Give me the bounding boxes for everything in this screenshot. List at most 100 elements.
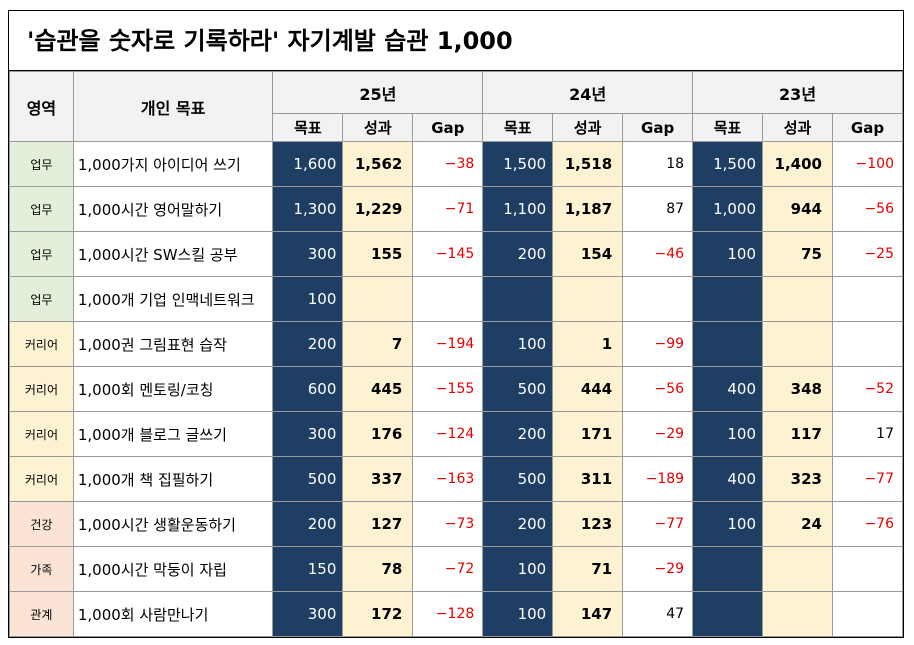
target-cell-y25: 500 — [272, 456, 344, 502]
target-cell-y23 — [692, 276, 764, 322]
table-row: 관계 1,000회 사람만나기 300 172 −128 100 147 47 — [9, 591, 904, 637]
area-cell: 커리어 — [9, 456, 74, 502]
header-gap: Gap — [831, 113, 904, 142]
table-row: 업무 1,000시간 SW스킬 공부 300 155 −145 200 154 −46 100 7… — [9, 231, 904, 277]
gap-cell-y25: −72 — [412, 546, 484, 592]
result-cell-y25: 155 — [342, 231, 414, 277]
target-cell-y24: 200 — [482, 231, 554, 277]
area-cell: 업무 — [9, 141, 74, 187]
header-gap: Gap — [412, 113, 484, 142]
goal-cell: 1,000시간 SW스킬 공부 — [72, 231, 274, 277]
target-cell-y23: 1,000 — [692, 186, 764, 232]
result-cell-y23: 944 — [762, 186, 833, 232]
result-cell-y25: 7 — [342, 321, 414, 367]
area-cell: 건강 — [9, 501, 74, 547]
target-cell-y23: 100 — [692, 231, 764, 277]
result-cell-y24: 311 — [552, 456, 624, 502]
goal-cell: 1,000시간 생활운동하기 — [72, 501, 274, 547]
result-cell-y25: 1,229 — [342, 186, 414, 232]
gap-cell-y24: −29 — [622, 546, 694, 592]
result-cell-y23 — [762, 276, 833, 322]
header-goal: 개인 목표 — [72, 71, 274, 142]
target-cell-y24: 100 — [482, 546, 554, 592]
result-cell-y25: 78 — [342, 546, 414, 592]
header-year-25: 25년 — [272, 71, 484, 114]
goal-cell: 1,000회 멘토링/코칭 — [72, 366, 274, 412]
result-cell-y24: 147 — [552, 591, 624, 637]
header-result: 성과 — [552, 113, 624, 142]
header-year-23: 23년 — [692, 71, 903, 114]
area-cell: 업무 — [9, 231, 74, 277]
target-cell-y24: 1,100 — [482, 186, 554, 232]
gap-cell-y24 — [622, 276, 694, 322]
table-row: 커리어 1,000개 블로그 글쓰기 300 176 −124 200 171 −29 100 1… — [9, 411, 904, 457]
result-cell-y25: 1,562 — [342, 141, 414, 187]
result-cell-y25: 337 — [342, 456, 414, 502]
area-cell: 업무 — [9, 186, 74, 232]
result-cell-y24: 171 — [552, 411, 624, 457]
target-cell-y23 — [692, 321, 764, 367]
gap-cell-y25: −194 — [412, 321, 484, 367]
area-cell: 커리어 — [9, 411, 74, 457]
gap-cell-y25: −38 — [412, 141, 484, 187]
area-cell: 가족 — [9, 546, 74, 592]
target-cell-y23 — [692, 591, 764, 637]
gap-cell-y24: 47 — [622, 591, 694, 637]
gap-cell-y24: −29 — [622, 411, 694, 457]
area-cell: 커리어 — [9, 366, 74, 412]
table-row: 커리어 1,000개 책 집필하기 500 337 −163 500 311 −189 400 3… — [9, 456, 904, 502]
gap-cell-y25: −155 — [412, 366, 484, 412]
target-cell-y25: 600 — [272, 366, 344, 412]
target-cell-y23: 100 — [692, 501, 764, 547]
table-row: 건강 1,000시간 생활운동하기 200 127 −73 200 123 −77 100 24−… — [9, 501, 904, 547]
table-row: 커리어 1,000권 그림표현 습작 200 7 −194 100 1 −99 — [9, 321, 904, 367]
result-cell-y24: 154 — [552, 231, 624, 277]
target-cell-y23: 400 — [692, 366, 764, 412]
target-cell-y25: 150 — [272, 546, 344, 592]
gap-cell-y24: −46 — [622, 231, 694, 277]
table-row: 가족 1,000시간 막둥이 자립 150 78 −72 100 71 −29 — [9, 546, 904, 592]
gap-cell-y25: −124 — [412, 411, 484, 457]
target-cell-y24: 200 — [482, 501, 554, 547]
result-cell-y23: 323 — [762, 456, 833, 502]
result-cell-y25: 176 — [342, 411, 414, 457]
header-area: 영역 — [9, 71, 74, 142]
goal-cell: 1,000개 책 집필하기 — [72, 456, 274, 502]
result-cell-y24: 71 — [552, 546, 624, 592]
table-row: 업무 1,000개 기업 인맥네트워크 100 — [9, 276, 904, 322]
gap-cell-y23 — [831, 321, 904, 367]
goal-cell: 1,000권 그림표현 습작 — [72, 321, 274, 367]
header-result: 성과 — [762, 113, 833, 142]
area-cell: 커리어 — [9, 321, 74, 367]
target-cell-y25: 200 — [272, 321, 344, 367]
goal-cell: 1,000개 블로그 글쓰기 — [72, 411, 274, 457]
header-row-years: 영역 개인 목표 25년 24년 23년 — [9, 71, 903, 142]
gap-cell-y25: −163 — [412, 456, 484, 502]
gap-cell-y25 — [412, 276, 484, 322]
gap-cell-y23: −52 — [831, 366, 904, 412]
target-cell-y25: 1,600 — [272, 141, 344, 187]
result-cell-y24: 444 — [552, 366, 624, 412]
gap-cell-y25: −73 — [412, 501, 484, 547]
gap-cell-y24: −77 — [622, 501, 694, 547]
area-cell: 업무 — [9, 276, 74, 322]
header-target: 목표 — [272, 113, 344, 142]
habit-sheet: '습관을 숫자로 기록하라' 자기계발 습관 1,000 영역 개인 목표 25… — [8, 10, 904, 638]
target-cell-y24: 100 — [482, 321, 554, 367]
target-cell-y25: 200 — [272, 501, 344, 547]
header-year-24: 24년 — [482, 71, 694, 114]
goal-cell: 1,000회 사람만나기 — [72, 591, 274, 637]
result-cell-y25: 127 — [342, 501, 414, 547]
result-cell-y25: 445 — [342, 366, 414, 412]
gap-cell-y25: −71 — [412, 186, 484, 232]
result-cell-y24: 1,518 — [552, 141, 624, 187]
goal-cell: 1,000시간 영어말하기 — [72, 186, 274, 232]
gap-cell-y23: −25 — [831, 231, 904, 277]
target-cell-y25: 100 — [272, 276, 344, 322]
header-row-sub: 목표 성과 Gap 목표 성과 Gap 목표 성과 Gap — [10, 113, 904, 142]
goal-cell: 1,000시간 막둥이 자립 — [72, 546, 274, 592]
gap-cell-y24: −99 — [622, 321, 694, 367]
gap-cell-y23 — [831, 591, 904, 637]
area-cell: 관계 — [9, 591, 74, 637]
target-cell-y25: 1,300 — [272, 186, 344, 232]
